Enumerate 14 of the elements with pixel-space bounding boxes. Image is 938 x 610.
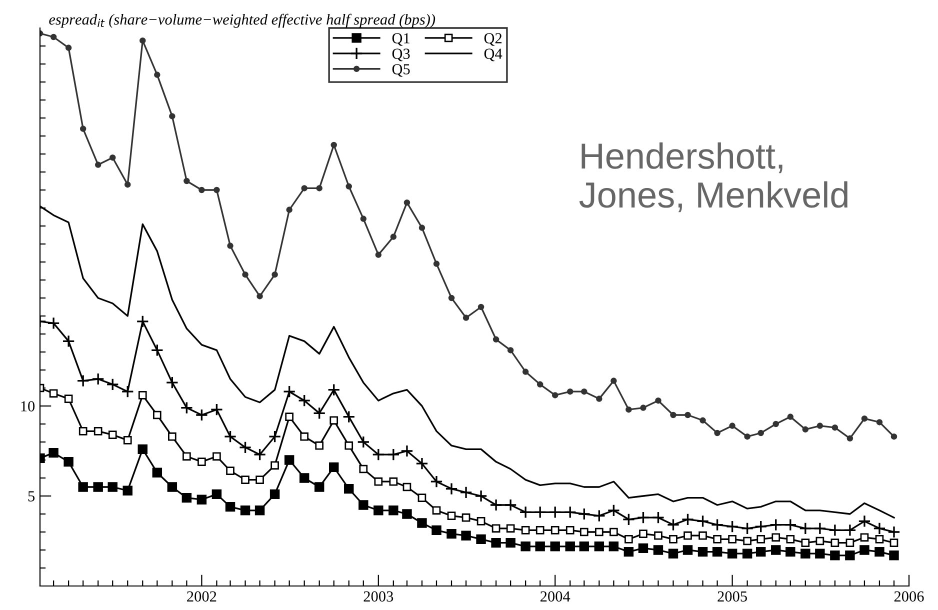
x-tick-label: 2005	[718, 591, 747, 602]
y-tick-label: 5	[28, 491, 35, 502]
legend-label: Q3	[392, 48, 410, 62]
y-axis-title: espread$_{it}$ (share−volume−weighted effective half spread (bps))	[49, 14, 436, 28]
x-tick-label: 2006	[894, 591, 924, 602]
y-tick-label: 10	[21, 401, 35, 412]
legend-label: Q5	[392, 64, 410, 77]
annotation: Hendershott, Jones, Menkveld	[579, 142, 848, 212]
x-tick-label: 2004	[540, 591, 570, 602]
x-tick-label: 2002	[187, 591, 216, 602]
legend-label: Q4	[484, 48, 502, 62]
legend-label: Q2	[484, 33, 502, 46]
x-tick-label: 2003	[364, 591, 394, 602]
legend-label: Q1	[392, 33, 410, 46]
